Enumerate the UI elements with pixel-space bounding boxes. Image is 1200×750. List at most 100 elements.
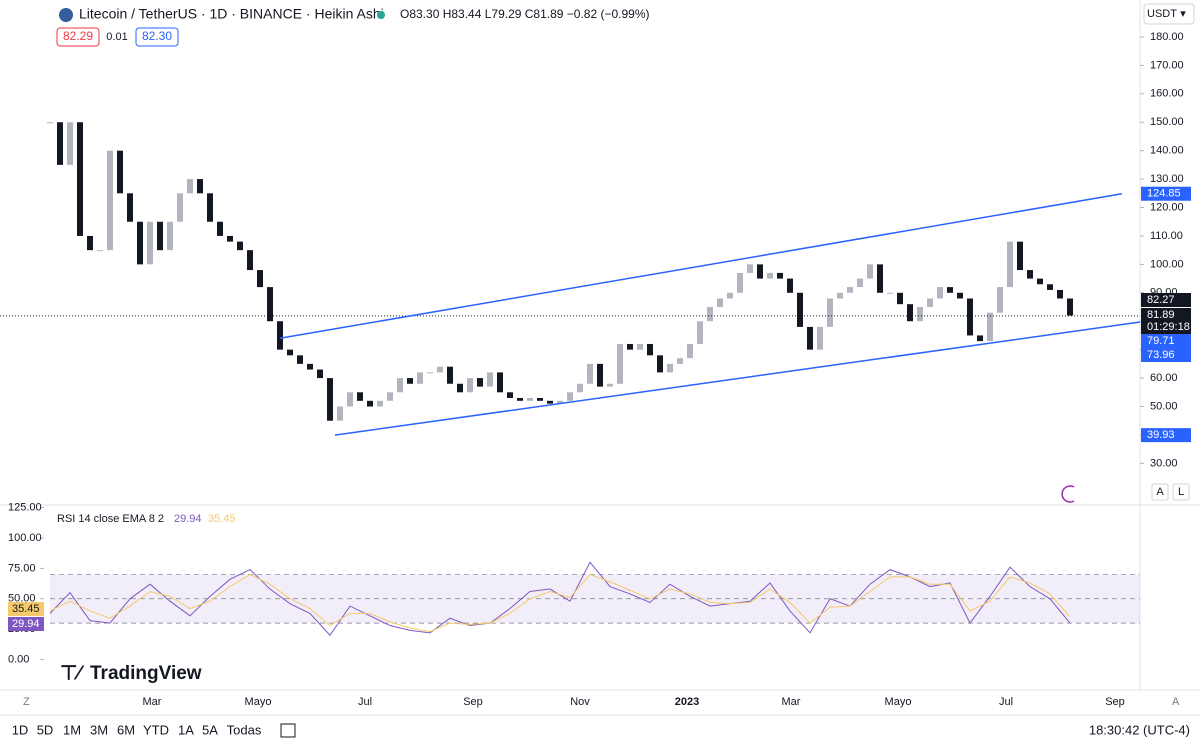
price-tag-box (1141, 293, 1191, 307)
candle (397, 378, 403, 393)
candle (1037, 278, 1043, 285)
candle (827, 298, 833, 327)
currency-button[interactable] (1143, 3, 1195, 25)
candle (727, 292, 733, 299)
candle (67, 122, 73, 165)
y-tick-label: 120.00 (1150, 201, 1184, 213)
range-button[interactable]: 3M (90, 722, 108, 737)
x-tick-label: Sep (463, 696, 483, 708)
range-button[interactable]: 1D (12, 722, 29, 737)
candle (337, 406, 343, 421)
price-tag: 82.27 (1147, 294, 1175, 306)
candle (647, 343, 653, 356)
candle (457, 383, 463, 393)
y-tick-label: 110.00 (1150, 230, 1183, 242)
range-button[interactable]: YTD (143, 722, 169, 737)
x-tick-label: Jul (358, 696, 372, 708)
range-button[interactable]: 5D (37, 722, 54, 737)
candle (247, 250, 253, 271)
candle (637, 343, 643, 350)
candle (907, 304, 913, 322)
scale-button[interactable]: A (1156, 486, 1164, 498)
candle (747, 264, 753, 273)
x-tick-label: Sep (1105, 696, 1125, 708)
y-tick-label: 60.00 (1150, 372, 1178, 384)
candle (297, 355, 303, 364)
candle (147, 221, 153, 265)
rsi-series (49, 561, 1071, 637)
candle (197, 179, 203, 194)
rsi-tag-box (8, 617, 44, 631)
zoom-icon[interactable]: Z (23, 696, 30, 708)
scale-button[interactable]: L (1178, 486, 1184, 498)
currency-caret: ▾ (1180, 8, 1186, 20)
ask: 82.30 (142, 29, 172, 43)
ema-last: 35.45 (208, 513, 236, 525)
rsi-tag: 29.94 (12, 618, 40, 630)
candle (1017, 241, 1023, 271)
ema-tag: 35.45 (12, 603, 40, 615)
calendar-icon[interactable] (280, 723, 296, 738)
candle (877, 264, 883, 293)
y-tick-label: 100.00 (1150, 258, 1184, 270)
candle (847, 287, 853, 293)
candle (597, 363, 603, 387)
candle (347, 392, 353, 407)
candle (927, 298, 933, 308)
scale-button-box[interactable] (1151, 483, 1169, 501)
clock: 18:30:42 (UTC-4) (1089, 722, 1190, 737)
candle (447, 366, 453, 384)
auto-icon[interactable]: A (1172, 696, 1180, 708)
candle (507, 392, 513, 398)
candle (607, 383, 613, 387)
y-tick-label: 180.00 (1150, 31, 1184, 43)
candle (627, 343, 633, 350)
candle (177, 193, 183, 222)
price-tag: 01:29:18 (1147, 321, 1190, 333)
range-button[interactable]: 5A (202, 722, 218, 737)
y-tick-label: 130.00 (1150, 173, 1184, 185)
range-button[interactable]: 6M (117, 722, 135, 737)
symbol-icon (59, 8, 73, 22)
price-tag-box (1141, 348, 1191, 362)
candle (207, 193, 213, 222)
candle (1057, 289, 1063, 299)
status-dot (377, 11, 385, 19)
candle (417, 372, 423, 384)
candle (667, 363, 673, 373)
range-button[interactable]: 1A (178, 722, 194, 737)
rsi-tick-label: 125.00 (8, 501, 42, 513)
rsi-tick-label: 0.00 (8, 654, 29, 666)
y-tick-label: 140.00 (1150, 145, 1184, 157)
candle (657, 355, 663, 373)
candle (87, 235, 93, 251)
x-tick-label: Mar (143, 696, 162, 708)
scale-button-box[interactable] (1172, 483, 1190, 501)
symbol-title: Litecoin / TetherUS · 1D · BINANCE · Hei… (79, 6, 384, 22)
range-button[interactable]: Todas (227, 722, 262, 737)
y-tick-label: 50.00 (1150, 400, 1178, 412)
upper-tag: 124.85 (1147, 188, 1181, 200)
candle (517, 397, 523, 401)
lower-end-tag: 79.71 (1147, 335, 1175, 347)
candle (737, 272, 743, 293)
candle (387, 392, 393, 401)
candle (527, 397, 533, 401)
candle (957, 292, 963, 299)
x-tick-label: Jul (999, 696, 1013, 708)
candle (487, 372, 493, 387)
y-tick-label: 160.00 (1150, 88, 1184, 100)
candle (537, 397, 543, 401)
ask-box[interactable] (135, 27, 179, 47)
candle (77, 122, 83, 236)
candle (977, 335, 983, 342)
bid-box[interactable] (56, 27, 100, 47)
range-button[interactable]: 1M (63, 722, 81, 737)
candle (307, 363, 313, 370)
candle (117, 150, 123, 194)
spread: 0.01 (106, 31, 127, 43)
candle (437, 366, 443, 373)
price-tag-box (1141, 308, 1191, 322)
rsi-tick-label: 75.00 (8, 562, 36, 574)
